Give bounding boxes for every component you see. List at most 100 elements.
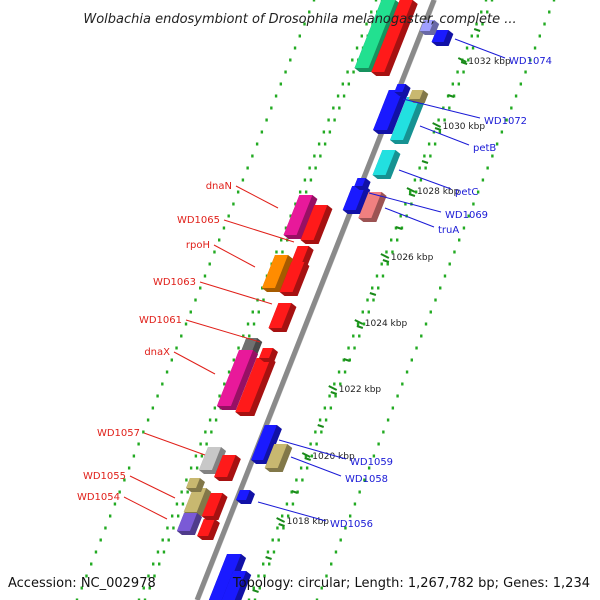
guide-dot bbox=[142, 430, 145, 434]
guide-dot bbox=[123, 478, 126, 482]
guide-dot bbox=[232, 358, 235, 362]
guide-dot bbox=[205, 442, 208, 446]
guide-dot bbox=[382, 430, 385, 434]
guide-dot bbox=[405, 370, 409, 374]
guide-dot bbox=[262, 562, 265, 566]
guide-dot bbox=[165, 370, 169, 374]
gene-block-wd1063 bbox=[279, 262, 310, 296]
guide-dot bbox=[317, 142, 321, 146]
guide-dot bbox=[472, 202, 475, 206]
gene-block-wd1055 bbox=[183, 488, 212, 516]
gene-block-trua-face bbox=[358, 192, 382, 218]
guide-dot bbox=[410, 358, 413, 362]
gene-leader-line bbox=[123, 496, 168, 520]
guide-dot bbox=[500, 130, 504, 134]
guide-dot bbox=[161, 538, 164, 542]
gene-leader-line bbox=[384, 207, 435, 228]
guide-dot bbox=[360, 34, 363, 38]
guide-dot bbox=[246, 166, 249, 170]
guide-dot bbox=[352, 70, 355, 74]
minor-tick bbox=[304, 457, 312, 461]
gene-label-wd1054: WD1054 bbox=[77, 492, 120, 503]
guide-dot bbox=[362, 322, 366, 326]
guide-dot bbox=[458, 238, 461, 242]
guide-dot bbox=[175, 502, 179, 506]
guide-dot bbox=[181, 502, 185, 506]
guide-dot bbox=[437, 118, 440, 122]
guide-dot bbox=[303, 178, 307, 182]
scale-tick bbox=[406, 187, 416, 193]
guide-dot bbox=[323, 142, 327, 146]
guide-dot bbox=[253, 598, 257, 600]
guide-dot bbox=[270, 106, 273, 110]
gene-label-wd1074: WD1074 bbox=[509, 56, 552, 67]
guide-dot bbox=[260, 130, 264, 134]
minor-tick bbox=[369, 292, 377, 296]
gene-block-wd1058-face bbox=[264, 444, 288, 468]
guide-dot bbox=[333, 382, 336, 386]
reverse-gene-extra bbox=[354, 178, 371, 190]
guide-dot bbox=[533, 46, 537, 50]
guide-dot bbox=[341, 82, 345, 86]
gene-label-dnax: dnaX bbox=[144, 347, 170, 358]
gene-block-wd1072-face bbox=[373, 90, 403, 130]
guide-dot bbox=[314, 166, 317, 170]
guide-dot bbox=[208, 262, 211, 266]
guide-dot bbox=[467, 58, 470, 62]
guide-dot bbox=[99, 538, 102, 542]
guide-dot bbox=[390, 238, 393, 242]
scale-tick-label: 1024 kbp bbox=[365, 319, 408, 329]
minor-tick bbox=[252, 589, 259, 593]
guide-dot bbox=[327, 118, 330, 122]
gene-block-dnan-face bbox=[283, 195, 313, 235]
gene-label-wd1065: WD1065 bbox=[177, 215, 220, 226]
guide-dot bbox=[284, 70, 287, 74]
minor-tick bbox=[382, 259, 390, 263]
forward-gene-extra-face bbox=[354, 0, 396, 68]
guide-dot bbox=[322, 130, 326, 134]
guide-dot bbox=[118, 490, 121, 494]
guide-dot bbox=[184, 322, 188, 326]
guide-dot bbox=[363, 478, 366, 482]
guide-dot bbox=[127, 466, 131, 470]
guide-dot bbox=[401, 382, 404, 386]
gene-label-petc: petC bbox=[455, 187, 478, 198]
gene-block-dnax bbox=[216, 350, 259, 410]
gene-leader-line bbox=[290, 456, 342, 477]
forward-gene-extra bbox=[371, 0, 418, 76]
gene-label-wd1058: WD1058 bbox=[345, 474, 388, 485]
guide-dot bbox=[381, 274, 385, 278]
minor-tick bbox=[473, 28, 481, 32]
guide-dot bbox=[291, 502, 295, 506]
guide-dot bbox=[277, 538, 280, 542]
guide-dot bbox=[370, 10, 373, 14]
gene-leader-line bbox=[185, 319, 261, 343]
guide-dot bbox=[543, 22, 546, 26]
guide-dot bbox=[385, 250, 388, 254]
guide-dot bbox=[203, 274, 207, 278]
guide-dot bbox=[355, 46, 359, 50]
guide-dot bbox=[320, 430, 323, 434]
guide-dot bbox=[429, 310, 432, 314]
gene-label-wd1063: WD1063 bbox=[153, 277, 196, 288]
guide-dot bbox=[299, 466, 303, 470]
guide-dot bbox=[424, 322, 428, 326]
guide-dot bbox=[304, 454, 308, 458]
minor-tick bbox=[317, 424, 325, 428]
guide-dot bbox=[424, 166, 427, 170]
guide-dot bbox=[366, 298, 369, 302]
guide-dot bbox=[298, 190, 302, 194]
gene-leader-line bbox=[235, 185, 279, 209]
guide-dot bbox=[180, 490, 183, 494]
guide-dot bbox=[456, 70, 459, 74]
guide-dot bbox=[339, 382, 342, 386]
guide-dot bbox=[420, 334, 423, 338]
minor-tick bbox=[460, 61, 468, 65]
scale-tick-label: 1026 kbp bbox=[391, 253, 434, 263]
forward-gene-extra-face bbox=[201, 493, 223, 516]
minor-tick bbox=[265, 556, 272, 560]
guide-dot bbox=[377, 442, 380, 446]
minor-tick bbox=[278, 523, 285, 527]
guide-dot bbox=[227, 370, 231, 374]
